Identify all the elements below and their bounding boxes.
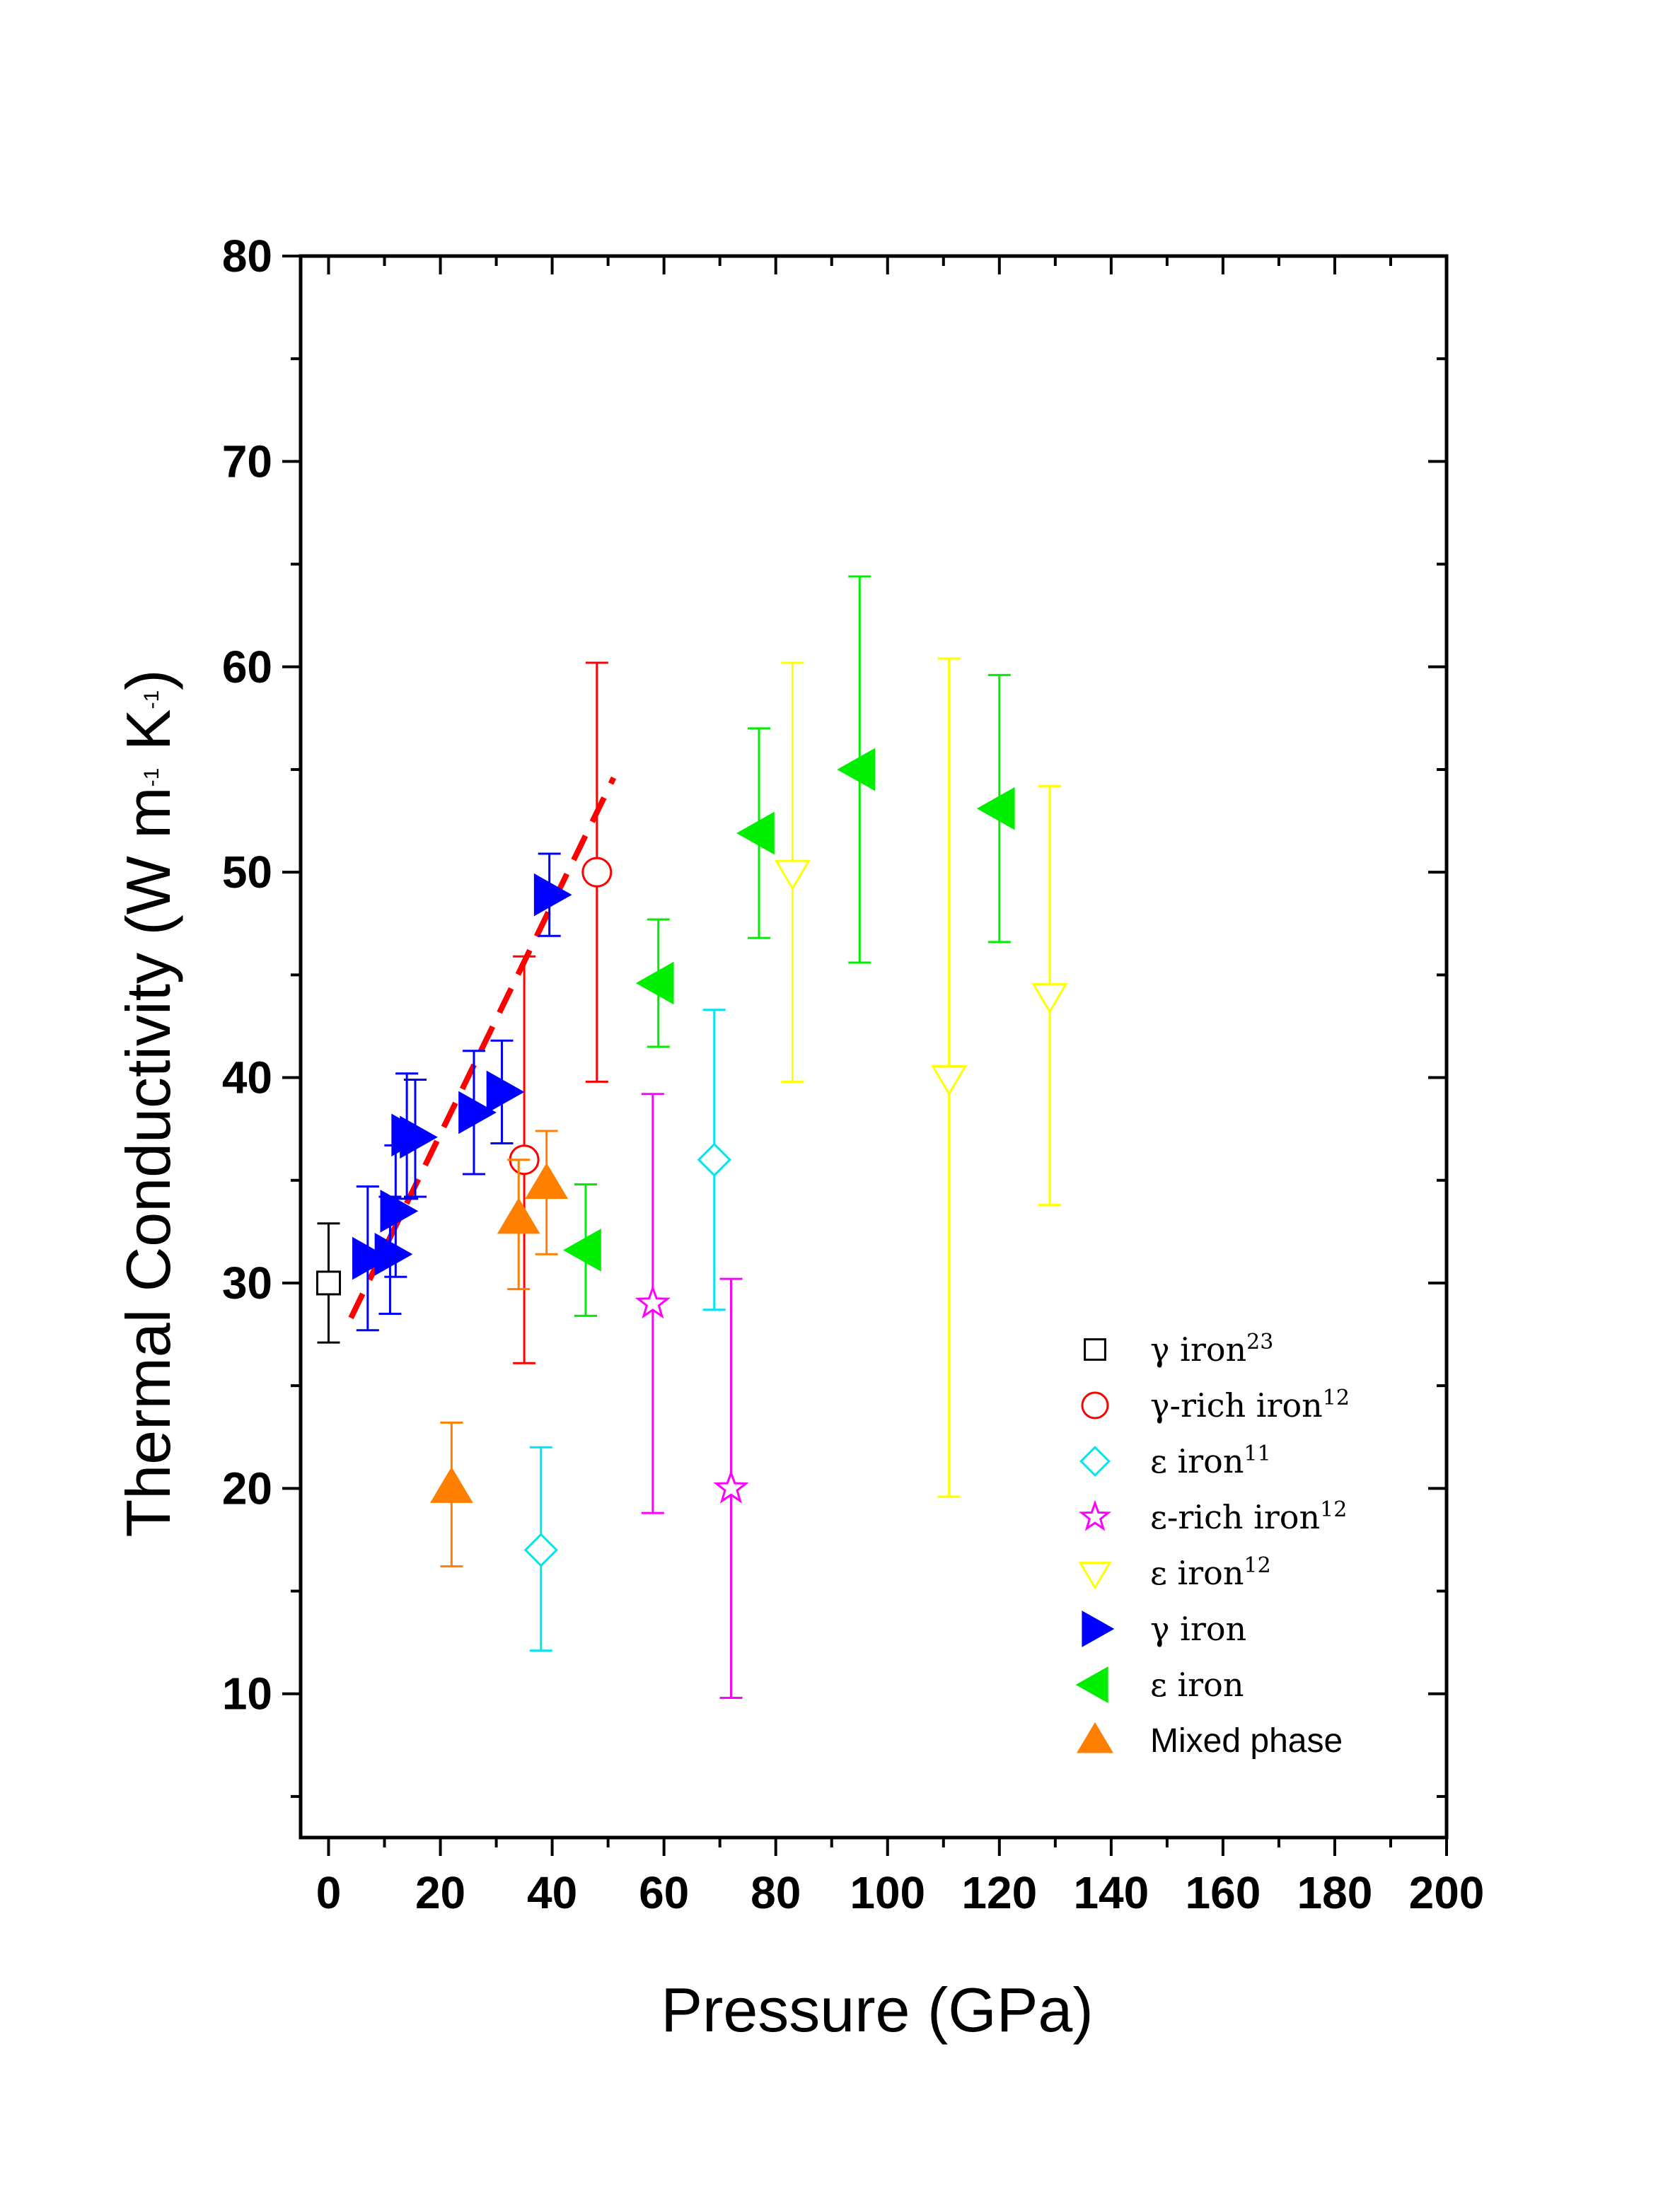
x-tick-label: 200 — [1409, 1867, 1485, 1918]
data-point — [931, 1065, 968, 1096]
data-point — [458, 1091, 497, 1134]
legend-marker — [1079, 1446, 1111, 1477]
data-layer — [316, 575, 1068, 1700]
x-tick-label: 20 — [415, 1867, 465, 1918]
y-tick-label: 70 — [222, 436, 272, 487]
axis-ticks — [282, 255, 1448, 1856]
legend: γ iron23 γ-rich iron12 ε iron11 ε-rich iron… — [1075, 1330, 1350, 1760]
legend-marker — [1078, 1562, 1112, 1590]
legend-entry-label: γ iron — [1150, 1610, 1246, 1648]
legend-marker — [1077, 1722, 1113, 1753]
data-point — [581, 857, 613, 888]
data-point — [697, 1142, 731, 1177]
legend-marker — [1082, 1611, 1115, 1647]
data-point — [563, 1229, 601, 1272]
y-axis-title: Thermal Conductivity (W m-1 K-1) — [113, 670, 183, 1538]
data-point — [374, 1232, 413, 1276]
legend-marker — [1078, 1499, 1112, 1531]
x-tick-label: 0 — [316, 1867, 342, 1918]
x-tick-label: 60 — [639, 1867, 689, 1918]
data-point — [736, 811, 775, 855]
data-point — [316, 1270, 342, 1296]
series-2 — [523, 1009, 731, 1652]
data-point — [837, 748, 876, 791]
data-point — [497, 1197, 540, 1234]
data-point — [713, 1469, 749, 1504]
x-tick-label: 160 — [1186, 1867, 1261, 1918]
tick-labels: 0 20 40 60 80 100 120 140 160 180 200 10 20 30 40 50 60 7… — [222, 231, 1485, 1918]
series-3 — [635, 1093, 749, 1700]
data-point — [635, 961, 674, 1005]
data-point — [976, 787, 1015, 830]
y-tick-label: 50 — [222, 847, 272, 898]
data-point — [525, 1163, 569, 1200]
legend-entry-label: γ iron23 — [1150, 1330, 1273, 1369]
y-tick-label: 80 — [222, 231, 272, 282]
x-axis-title: Pressure (GPa) — [661, 1975, 1093, 2045]
series-4 — [774, 657, 1068, 1498]
legend-marker — [1075, 1666, 1108, 1703]
y-tick-label: 10 — [222, 1669, 272, 1719]
legend-entry-label: ε iron12 — [1150, 1553, 1271, 1593]
data-point — [486, 1070, 525, 1114]
x-tick-label: 80 — [751, 1867, 801, 1918]
x-tick-label: 120 — [961, 1867, 1037, 1918]
y-tick-label: 60 — [222, 642, 272, 692]
legend-entry-label: ε-rich iron12 — [1150, 1497, 1347, 1537]
data-point — [533, 873, 572, 917]
series-6 — [563, 575, 1015, 1317]
legend-entry-label: γ-rich iron12 — [1150, 1386, 1350, 1425]
plot-frame — [299, 254, 1449, 1840]
x-tick-label: 180 — [1297, 1867, 1373, 1918]
x-tick-label: 140 — [1073, 1867, 1149, 1918]
x-tick-label: 100 — [850, 1867, 925, 1918]
series-0 — [316, 1222, 342, 1344]
legend-entry-label: ε iron — [1150, 1666, 1244, 1704]
legend-marker — [1081, 1391, 1109, 1420]
data-point — [523, 1533, 558, 1567]
y-tick-label: 40 — [222, 1052, 272, 1103]
legend-marker — [1084, 1338, 1106, 1361]
data-point — [774, 859, 811, 891]
data-point — [635, 1284, 671, 1319]
series-5 — [352, 852, 572, 1332]
data-point — [1031, 982, 1068, 1014]
y-tick-label: 30 — [222, 1258, 272, 1308]
y-tick-label: 20 — [222, 1463, 272, 1514]
legend-entry-label: Mixed phase — [1150, 1722, 1343, 1760]
legend-entry-label: ε iron11 — [1150, 1441, 1271, 1481]
data-point — [380, 1189, 419, 1233]
series-7 — [430, 1130, 569, 1568]
x-tick-label: 40 — [527, 1867, 577, 1918]
data-point — [430, 1466, 473, 1503]
data-point — [352, 1236, 390, 1280]
data-point — [400, 1115, 438, 1159]
